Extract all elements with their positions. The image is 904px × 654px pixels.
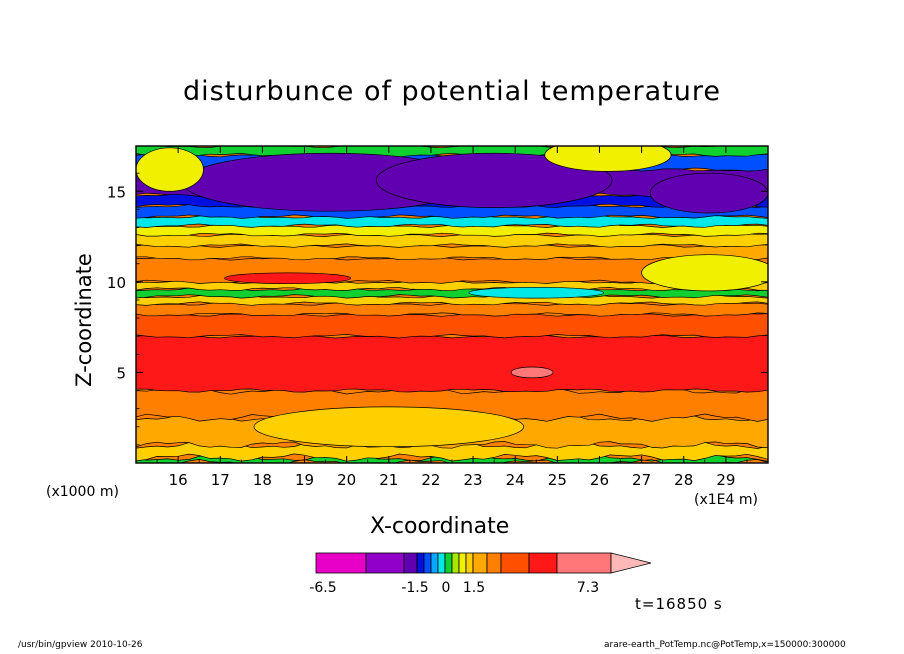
chart-title: disturbunce of potential temperature [183, 76, 721, 107]
contour-band [136, 312, 768, 339]
x-tick-label: 24 [506, 471, 525, 489]
contour-feature [375, 152, 613, 208]
y-tick-label: 5 [116, 364, 126, 382]
colorbar-swatch [315, 552, 367, 574]
colorbar-swatch [458, 552, 467, 574]
x-axis-label: X-coordinate [370, 514, 510, 539]
colorbar-swatch [472, 552, 488, 574]
colorbar-arrow [610, 552, 652, 574]
time-label: t=16850 s [635, 595, 723, 613]
x-tick-label: 27 [632, 471, 651, 489]
x-tick-label: 22 [421, 471, 440, 489]
colorbar-swatch [423, 552, 432, 574]
contour-feature [224, 272, 352, 285]
x-tick-label: 20 [337, 471, 356, 489]
x-tick-label: 21 [379, 471, 398, 489]
x-tick-label: 18 [253, 471, 272, 489]
contour-feature [468, 286, 605, 299]
colorbar-swatch [403, 552, 418, 574]
x-unit-label: (x1E4 m) [694, 492, 758, 508]
y-axis-label: Z-coordinate [72, 253, 96, 387]
colorbar-label: -6.5 [309, 580, 336, 596]
colorbar-label: 7.3 [577, 580, 599, 596]
colorbar-swatch [430, 552, 439, 574]
colorbar-swatch [365, 552, 405, 574]
colorbar: -6.5 -1.5 0 1.5 7.3 [309, 552, 652, 596]
axis-ticks: 16 17 18 19 20 21 22 23 24 25 26 27 28 29 5 10 15 [107, 146, 769, 489]
x-tick-label: 19 [295, 471, 314, 489]
y-tick-label: 10 [107, 274, 126, 292]
x-tick-label: 26 [590, 471, 609, 489]
x-tick-label: 25 [548, 471, 567, 489]
contour-feature [641, 254, 768, 292]
colorbar-swatch [486, 552, 502, 574]
colorbar-swatch [500, 552, 530, 574]
contour-feature [510, 366, 554, 379]
plot-area [136, 146, 768, 463]
contour-band [136, 334, 768, 393]
y-tick-label: 15 [107, 183, 126, 201]
contour-feature [544, 146, 672, 172]
colorbar-swatch [528, 552, 558, 574]
x-tick-label: 28 [674, 471, 693, 489]
colorbar-swatch [556, 552, 612, 574]
x-tick-label: 16 [169, 471, 188, 489]
contour-band [136, 243, 768, 261]
z-unit-label: (x1000 m) [46, 484, 119, 500]
contour-feature [253, 406, 524, 448]
colorbar-swatch [465, 552, 474, 574]
footer-left: /usr/bin/gpview 2010-10-26 [18, 640, 143, 650]
x-tick-label: 17 [211, 471, 230, 489]
colorbar-swatch [451, 552, 460, 574]
contour-feature [136, 147, 204, 192]
colorbar-label: -1.5 [401, 580, 428, 596]
colorbar-swatch [437, 552, 446, 574]
colorbar-label: 1.5 [463, 580, 485, 596]
colorbar-swatch [444, 552, 453, 574]
x-tick-label: 29 [716, 471, 735, 489]
x-tick-label: 23 [464, 471, 483, 489]
colorbar-label: 0 [442, 580, 451, 596]
footer-right: arare-earth_PotTemp.nc@PotTemp,x=150000:… [604, 640, 846, 650]
contour-feature [649, 172, 768, 214]
colorbar-swatch [416, 552, 425, 574]
